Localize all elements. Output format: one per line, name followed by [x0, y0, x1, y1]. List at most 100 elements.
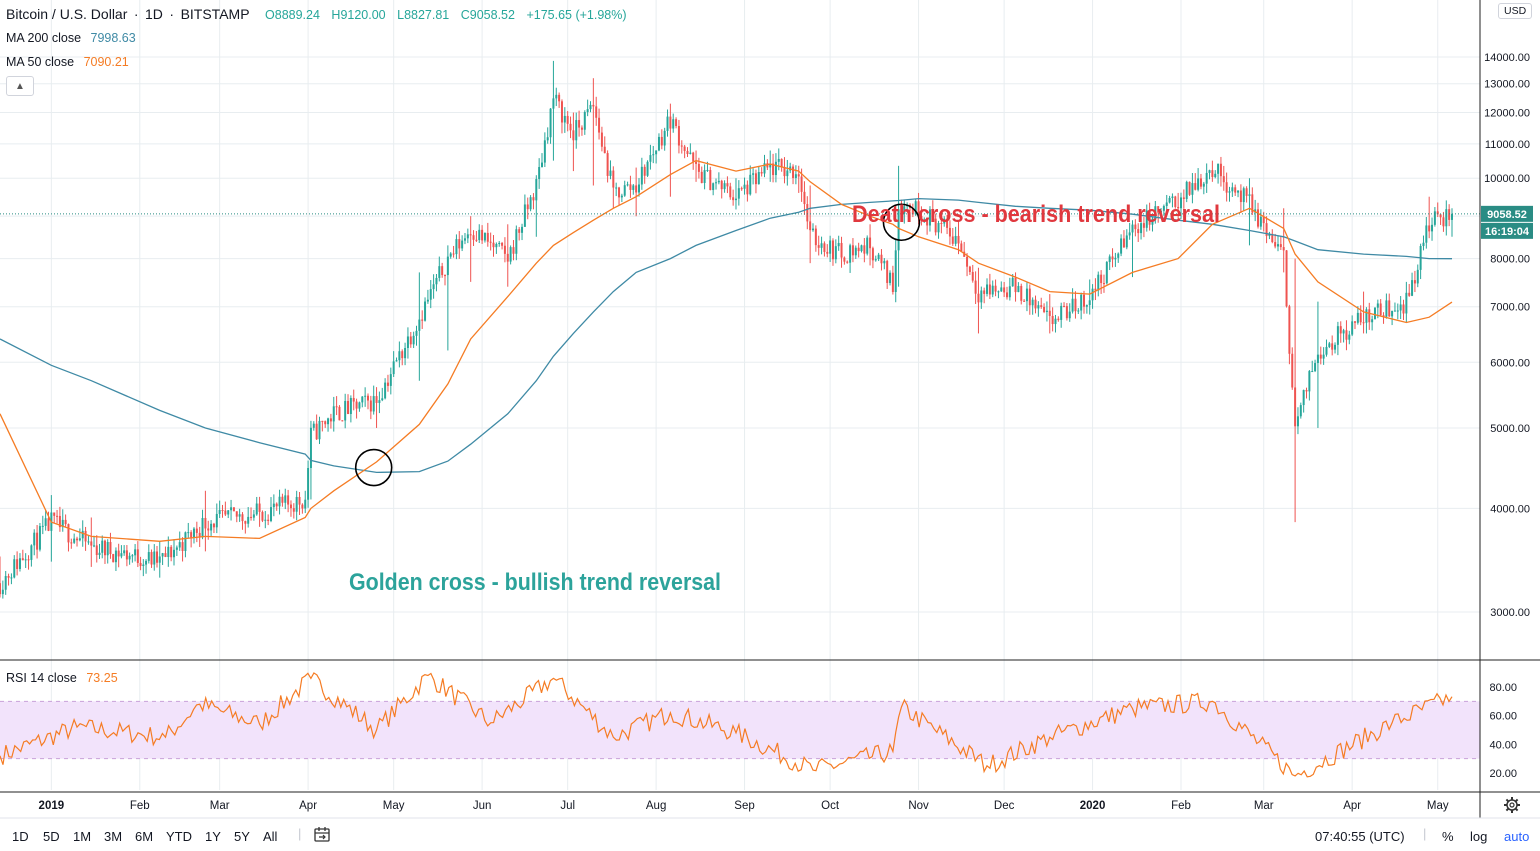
candle-body[interactable] — [503, 245, 506, 254]
candle-body[interactable] — [1342, 330, 1345, 334]
last-price-tag[interactable] — [1481, 205, 1533, 222]
candle-body[interactable] — [409, 336, 412, 345]
candle-body[interactable] — [1285, 250, 1288, 307]
candle-body[interactable] — [655, 150, 658, 155]
golden-cross-annotation[interactable]: Golden cross - bullish trend reversal — [349, 569, 721, 596]
candle-body[interactable] — [295, 496, 298, 512]
candle-body[interactable] — [1325, 346, 1328, 355]
candle-body[interactable] — [1214, 173, 1217, 178]
candle-body[interactable] — [837, 242, 840, 247]
candle-body[interactable] — [1245, 188, 1248, 196]
candle-body[interactable] — [532, 197, 535, 201]
candle-body[interactable] — [1068, 311, 1071, 319]
candle-body[interactable] — [238, 514, 241, 517]
candle-body[interactable] — [623, 185, 626, 196]
candle-body[interactable] — [175, 547, 178, 550]
candle-body[interactable] — [1085, 305, 1088, 307]
rsi-axis[interactable]: 80.00 60.00 40.00 20.00 — [1489, 682, 1517, 780]
candle-body[interactable] — [606, 153, 609, 176]
candle-body[interactable] — [81, 530, 84, 539]
candle-body[interactable] — [241, 514, 244, 522]
candle-body[interactable] — [1117, 253, 1120, 258]
candle-body[interactable] — [192, 528, 195, 538]
candle-body[interactable] — [760, 172, 763, 174]
candle-body[interactable] — [252, 514, 255, 518]
candle-body[interactable] — [1065, 306, 1068, 319]
candle-body[interactable] — [1114, 257, 1117, 260]
candle-body[interactable] — [717, 180, 720, 183]
candle-body[interactable] — [1165, 202, 1168, 207]
candle-body[interactable] — [521, 226, 524, 233]
candle-body[interactable] — [267, 519, 270, 521]
candle-body[interactable] — [332, 406, 335, 422]
candle-body[interactable] — [335, 406, 338, 408]
golden-cross-marker[interactable] — [354, 448, 393, 487]
candle-body[interactable] — [1211, 170, 1214, 178]
candle-body[interactable] — [1336, 326, 1339, 345]
candle-body[interactable] — [997, 291, 1000, 293]
death-cross-annotation[interactable]: Death cross - bearish trend reversal — [852, 201, 1220, 228]
candle-body[interactable] — [1011, 277, 1014, 287]
candle-body[interactable] — [649, 155, 652, 162]
candle-body[interactable] — [358, 402, 361, 409]
candle-body[interactable] — [1199, 178, 1202, 187]
candle-body[interactable] — [1168, 197, 1171, 203]
candle-body[interactable] — [1439, 214, 1442, 218]
candle-body[interactable] — [7, 576, 10, 578]
auto-scale-toggle[interactable]: auto — [1504, 829, 1530, 844]
candle-body[interactable] — [1148, 210, 1151, 225]
candle-body[interactable] — [786, 170, 789, 177]
candle-body[interactable] — [281, 496, 284, 503]
candle-body[interactable] — [689, 152, 692, 154]
candle-body[interactable] — [341, 420, 344, 422]
candle-body[interactable] — [578, 120, 581, 128]
candle-body[interactable] — [426, 299, 429, 302]
candle-body[interactable] — [988, 284, 991, 295]
candle-body[interactable] — [195, 528, 198, 533]
candle-body[interactable] — [1177, 206, 1180, 209]
candle-body[interactable] — [1416, 269, 1419, 284]
candle-body[interactable] — [946, 218, 949, 228]
candle-body[interactable] — [1385, 300, 1388, 317]
candle-body[interactable] — [156, 551, 159, 563]
candle-body[interactable] — [1097, 274, 1100, 291]
candle-body[interactable] — [937, 223, 940, 233]
candle-body[interactable] — [372, 396, 375, 412]
candle-body[interactable] — [686, 150, 689, 154]
candle-body[interactable] — [429, 289, 432, 300]
candle-body[interactable] — [1291, 353, 1294, 388]
candle-body[interactable] — [1362, 322, 1365, 324]
candle-body[interactable] — [780, 158, 783, 168]
candle-body[interactable] — [475, 239, 478, 241]
candle-body[interactable] — [349, 397, 352, 414]
candle-body[interactable] — [1316, 354, 1319, 364]
candle-body[interactable] — [250, 516, 253, 518]
candle-body[interactable] — [637, 184, 640, 193]
candle-body[interactable] — [1063, 305, 1066, 307]
candle-body[interactable] — [1231, 187, 1234, 192]
candle-body[interactable] — [677, 126, 680, 146]
candle-body[interactable] — [512, 247, 515, 254]
candle-body[interactable] — [304, 499, 307, 509]
candle-body[interactable] — [117, 550, 120, 557]
candle-body[interactable] — [600, 132, 603, 147]
candle-body[interactable] — [1422, 242, 1425, 247]
candle-body[interactable] — [327, 418, 330, 425]
candle-body[interactable] — [834, 246, 837, 260]
candle-body[interactable] — [1171, 196, 1174, 198]
gear-icon[interactable] — [1504, 797, 1520, 813]
candle-body[interactable] — [412, 335, 415, 345]
candle-body[interactable] — [364, 395, 367, 397]
candle-body[interactable] — [103, 540, 106, 556]
candle-body[interactable] — [418, 319, 421, 331]
candle-body[interactable] — [923, 219, 926, 221]
candle-body[interactable] — [142, 564, 145, 567]
candle-body[interactable] — [891, 272, 894, 293]
candle-body[interactable] — [1359, 312, 1362, 323]
candle-body[interactable] — [4, 576, 7, 590]
candle-body[interactable] — [603, 146, 606, 154]
candle-body[interactable] — [695, 161, 698, 164]
ma50-legend[interactable]: MA 50 close 7090.21 — [6, 55, 135, 69]
death-cross-marker[interactable] — [882, 203, 921, 242]
candle-body[interactable] — [21, 558, 24, 561]
